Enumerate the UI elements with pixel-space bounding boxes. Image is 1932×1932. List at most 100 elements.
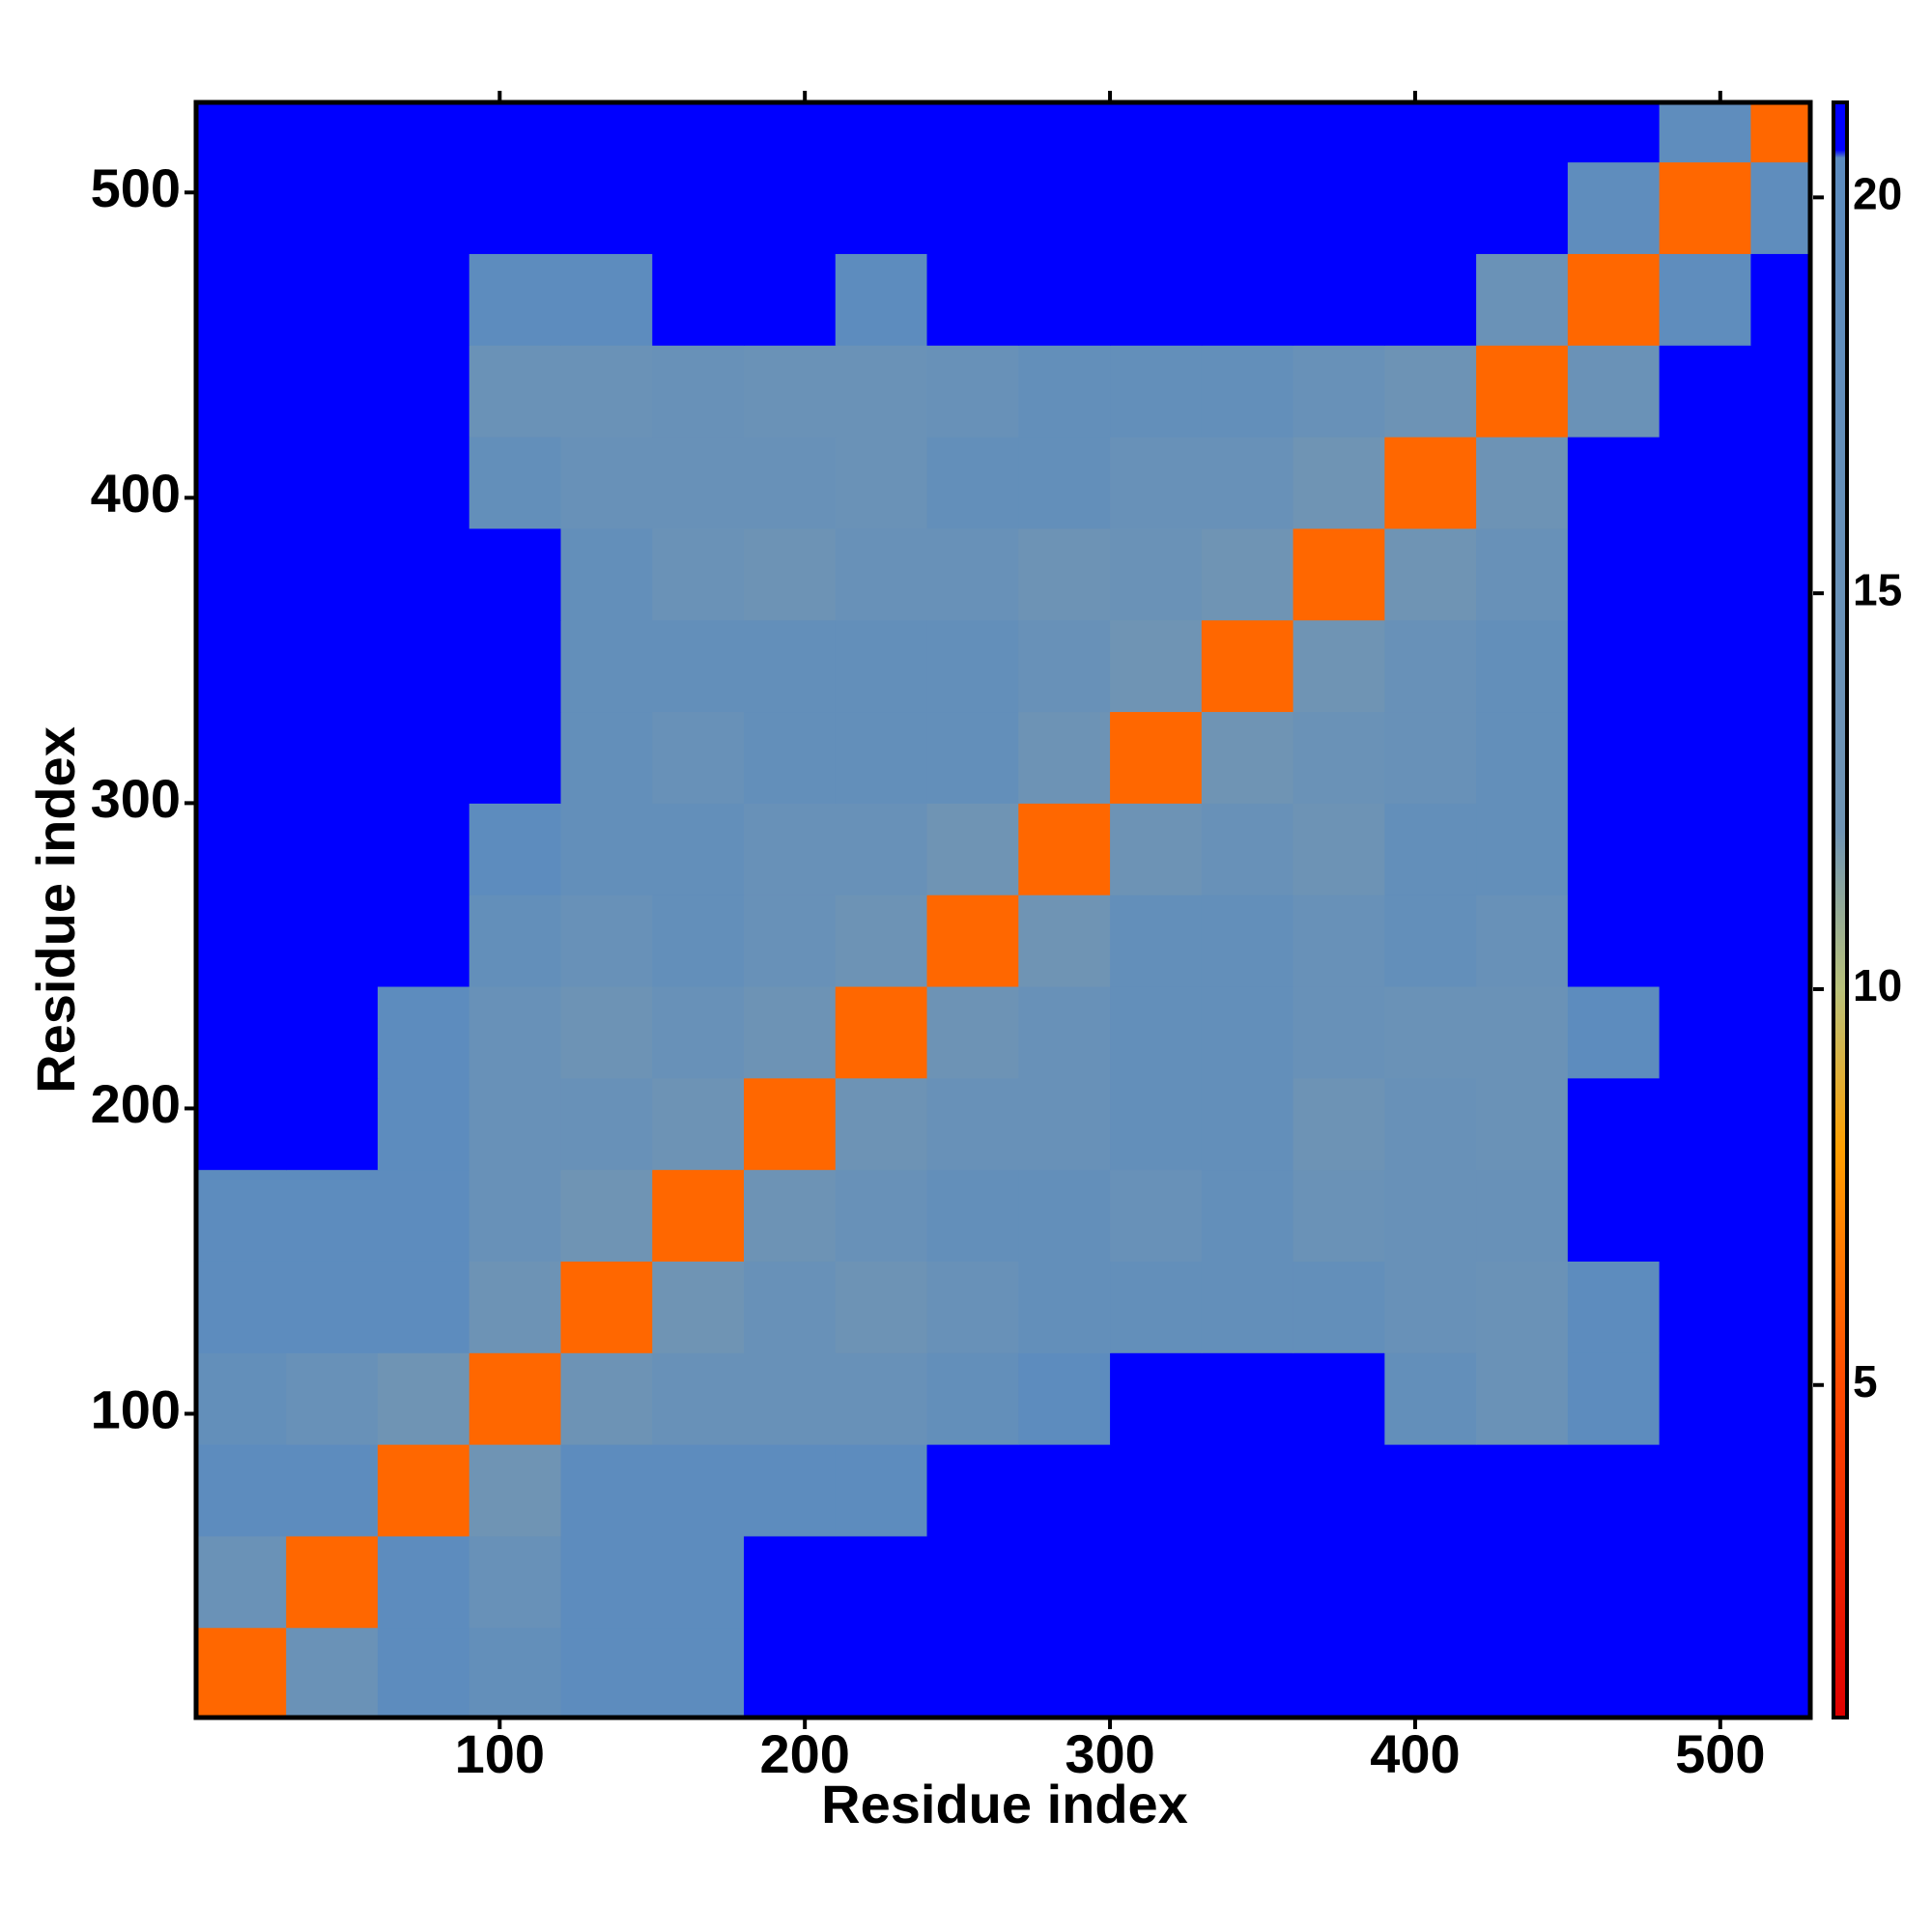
heatmap-cell [196, 1535, 287, 1629]
heatmap-cell [1476, 161, 1569, 254]
heatmap-cell [835, 527, 928, 621]
heatmap-cell [560, 1169, 653, 1262]
heatmap-cell [1567, 1627, 1661, 1719]
heatmap-cell [377, 253, 470, 346]
heatmap-cell [744, 345, 837, 438]
heatmap-cell [1384, 1444, 1477, 1537]
heatmap-cell [1476, 345, 1569, 438]
heatmap-cell [286, 253, 379, 346]
heatmap-cell [926, 1077, 1019, 1171]
heatmap-cell [744, 102, 837, 163]
heatmap-cell [1384, 803, 1477, 895]
heatmap-cell [1476, 619, 1569, 713]
heatmap-cell [1659, 1261, 1751, 1353]
heatmap-cell [469, 986, 561, 1079]
heatmap-cell [286, 102, 379, 163]
heatmap-cell [1201, 803, 1294, 895]
heatmap-cell [1110, 253, 1203, 346]
heatmap-cell [196, 1352, 287, 1445]
heatmap-cell [560, 803, 653, 895]
heatmap-cell [744, 1261, 837, 1353]
heatmap-cell [1476, 102, 1569, 163]
heatmap-cell [196, 619, 287, 713]
heatmap-cell [1750, 161, 1811, 254]
heatmap-cell [1018, 1169, 1111, 1262]
heatmap-cell [560, 1627, 653, 1719]
heatmap-cell [1750, 102, 1811, 163]
heatmap-cell [196, 895, 287, 987]
heatmap-cell [1110, 711, 1203, 804]
heatmap-cell [469, 102, 561, 163]
heatmap-cell [1201, 619, 1294, 713]
heatmap-cell [652, 1077, 745, 1171]
heatmap-cell [1293, 437, 1385, 529]
heatmap-cell [286, 895, 379, 987]
heatmap-cell [1750, 711, 1811, 804]
heatmap-cell [286, 1077, 379, 1171]
heatmap-cell [560, 711, 653, 804]
heatmap-cell [377, 102, 470, 163]
heatmap-cell [286, 986, 379, 1079]
heatmap-cell [744, 1352, 837, 1445]
heatmap-cell [286, 437, 379, 529]
heatmap-cell [1659, 1077, 1751, 1171]
heatmap-cell [196, 1077, 287, 1171]
heatmap-cell [1293, 1077, 1385, 1171]
heatmap-cell [1659, 619, 1751, 713]
heatmap [196, 102, 1811, 1719]
heatmap-cell [469, 161, 561, 254]
heatmap-cell [926, 161, 1019, 254]
heatmap-cell [469, 1352, 561, 1445]
heatmap-cell [835, 1169, 928, 1262]
heatmap-cell [1567, 102, 1661, 163]
heatmap-cell [1201, 161, 1294, 254]
heatmap-cell [744, 986, 837, 1079]
heatmap-cell [196, 803, 287, 895]
heatmap-cell [1293, 986, 1385, 1079]
heatmap-cell [652, 437, 745, 529]
heatmap-cell [560, 253, 653, 346]
heatmap-cell [196, 437, 287, 529]
heatmap-cell [926, 1627, 1019, 1719]
heatmap-cell [835, 986, 928, 1079]
heatmap-cell [652, 1444, 745, 1537]
heatmap-cell [196, 1444, 287, 1537]
colorbar-tick-label: 5 [1853, 1356, 1878, 1406]
heatmap-cell [1018, 345, 1111, 438]
heatmap-cell [1567, 161, 1661, 254]
heatmap-cell [1293, 1444, 1385, 1537]
heatmap-cell [1567, 1261, 1661, 1353]
heatmap-cell [1384, 161, 1477, 254]
heatmap-cell [560, 1535, 653, 1629]
heatmap-cell [1110, 345, 1203, 438]
x-tick-label: 100 [455, 1723, 545, 1784]
heatmap-cell [652, 1627, 745, 1719]
heatmap-cell [286, 527, 379, 621]
heatmap-cell [926, 345, 1019, 438]
colorbar-tick-label: 15 [1853, 564, 1902, 614]
heatmap-cell [286, 1444, 379, 1537]
heatmap-cell [1750, 1352, 1811, 1445]
heatmap-cell [835, 1077, 928, 1171]
heatmap-cell [286, 711, 379, 804]
heatmap-cell [1018, 619, 1111, 713]
heatmap-cell [835, 102, 928, 163]
heatmap-cell [1110, 161, 1203, 254]
heatmap-cell [469, 1627, 561, 1719]
heatmap-cell [1293, 619, 1385, 713]
heatmap-cell [1201, 986, 1294, 1079]
heatmap-cell [1567, 527, 1661, 621]
heatmap-cell [1567, 803, 1661, 895]
heatmap-cell [1567, 895, 1661, 987]
heatmap-cell [652, 1169, 745, 1262]
heatmap-cell [835, 1627, 928, 1719]
heatmap-cell [469, 711, 561, 804]
heatmap-cell [1201, 711, 1294, 804]
heatmap-cell [560, 345, 653, 438]
y-axis-title: Residue index [25, 726, 86, 1094]
heatmap-cell [1567, 986, 1661, 1079]
heatmap-cell [469, 437, 561, 529]
heatmap-cell [835, 1535, 928, 1629]
heatmap-cell [1384, 102, 1477, 163]
y-tick-label: 200 [91, 1073, 181, 1134]
